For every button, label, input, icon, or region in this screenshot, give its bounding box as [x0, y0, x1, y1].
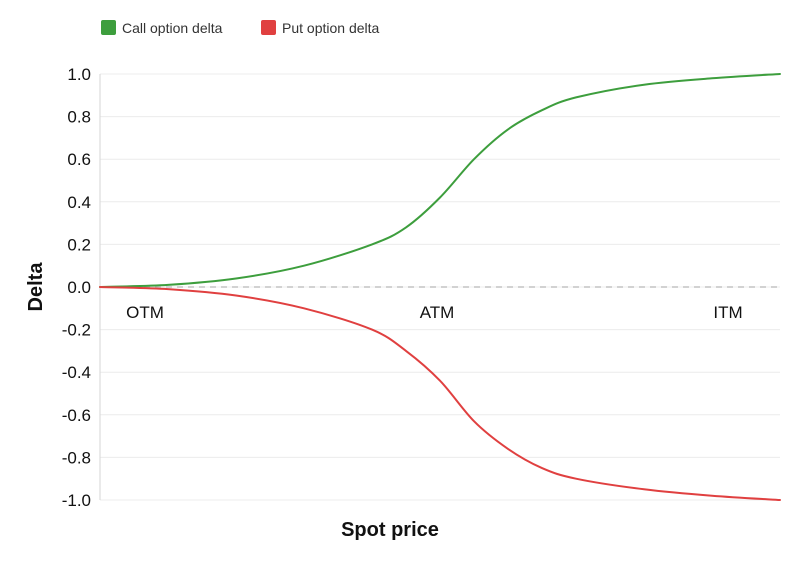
region-label-atm: ATM: [420, 303, 455, 322]
y-tick-label: 0.4: [67, 193, 91, 212]
y-tick-label: 0.6: [67, 150, 91, 169]
y-tick-label: 0.0: [67, 278, 91, 297]
legend: Call option delta Put option delta: [101, 20, 380, 36]
series-lines: [99, 73, 781, 501]
x-axis-title: Spot price: [341, 519, 439, 541]
y-tick-label: -0.6: [62, 406, 91, 425]
y-tick-label: -1.0: [62, 491, 91, 510]
y-tick-labels: 1.0 0.8 0.6 0.4 0.2 0.0 -0.2 -0.4 -0.6 -0.8 -1.0: [62, 65, 91, 510]
y-tick-label: -0.4: [62, 363, 91, 382]
put-delta-line: [99, 286, 781, 501]
legend-label-put: Put option delta: [282, 20, 380, 36]
y-axis-title: Delta: [25, 262, 47, 312]
y-tick-label: 1.0: [67, 65, 91, 84]
y-tick-label: -0.8: [62, 448, 91, 467]
region-label-otm: OTM: [126, 303, 164, 322]
legend-swatch-put: [261, 20, 276, 35]
region-label-itm: ITM: [713, 303, 742, 322]
y-tick-label: 0.8: [67, 108, 91, 127]
y-tick-label: 0.2: [67, 235, 91, 254]
y-tick-label: -0.2: [62, 321, 91, 340]
legend-swatch-call: [101, 20, 116, 35]
call-delta-line: [99, 73, 781, 288]
legend-label-call: Call option delta: [122, 20, 223, 36]
